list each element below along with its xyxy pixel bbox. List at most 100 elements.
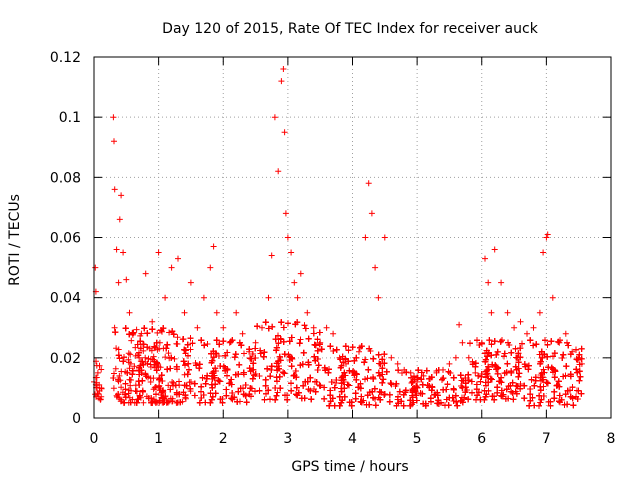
data-point [530, 342, 537, 349]
data-point [314, 336, 321, 343]
data-point [135, 352, 142, 359]
data-point [262, 376, 269, 383]
data-point [365, 180, 372, 187]
data-point [379, 365, 386, 372]
data-point [370, 375, 377, 382]
data-point [494, 384, 501, 391]
data-point [562, 391, 569, 398]
data-point [527, 386, 534, 392]
data-point [481, 387, 488, 394]
data-point [210, 354, 217, 361]
data-point [174, 341, 181, 347]
data-point [446, 360, 453, 367]
data-point [154, 329, 161, 336]
data-point [317, 383, 324, 389]
data-point [465, 354, 472, 361]
data-point [216, 341, 223, 348]
data-point [494, 348, 501, 355]
data-point [550, 353, 556, 360]
data-point [156, 376, 163, 383]
data-point [302, 325, 309, 332]
data-point [121, 354, 127, 361]
data-point [372, 402, 379, 409]
data-point [232, 351, 239, 358]
data-point [346, 399, 353, 406]
data-point [111, 370, 117, 377]
data-point [272, 385, 279, 391]
data-point [235, 388, 242, 395]
data-point [157, 376, 163, 383]
data-point [467, 340, 473, 347]
data-point [115, 376, 122, 383]
data-point [274, 378, 280, 385]
data-point [307, 374, 314, 381]
data-point [216, 353, 222, 359]
data-point [338, 399, 345, 406]
data-point [475, 389, 482, 396]
data-point [305, 335, 312, 342]
data-point [224, 372, 230, 379]
data-point [493, 366, 500, 373]
data-point [548, 338, 555, 345]
data-point [261, 396, 268, 403]
data-point [564, 339, 570, 346]
data-point [415, 367, 422, 374]
x-tick-label: 1 [154, 431, 163, 447]
data-point [189, 340, 196, 347]
y-axis-title: ROTI / TECUs [7, 194, 23, 286]
data-point [169, 328, 176, 335]
data-point [457, 397, 464, 404]
data-point [229, 390, 236, 396]
data-point [268, 252, 275, 259]
y-tick-label: 0.1 [59, 110, 81, 126]
data-point [327, 343, 334, 350]
data-point [175, 255, 181, 262]
data-point [387, 380, 394, 387]
data-point [132, 344, 139, 351]
data-point [111, 138, 117, 145]
x-tick-label: 7 [542, 431, 551, 447]
data-point [165, 350, 172, 357]
data-point [556, 339, 563, 346]
data-point [116, 216, 123, 223]
data-point [326, 402, 333, 409]
data-point [122, 380, 129, 387]
data-point [486, 337, 493, 344]
data-point [139, 358, 146, 365]
data-point [133, 399, 140, 406]
data-point [292, 321, 299, 328]
data-point [537, 358, 544, 365]
data-point [297, 270, 304, 277]
data-point [219, 396, 226, 402]
data-point [552, 367, 558, 374]
data-point [341, 393, 348, 400]
x-tick-label: 8 [607, 431, 616, 447]
data-point [158, 372, 165, 379]
data-point [149, 318, 156, 325]
data-point [200, 392, 207, 398]
data-point [407, 402, 414, 409]
data-point [284, 234, 291, 241]
data-point [151, 343, 158, 350]
data-point [514, 354, 521, 361]
data-point [124, 369, 131, 376]
data-point [494, 370, 501, 377]
data-point [210, 243, 217, 250]
data-point [551, 350, 558, 357]
data-point [527, 391, 534, 398]
data-point [136, 382, 143, 388]
data-point [248, 355, 255, 362]
data-point [494, 389, 501, 396]
data-point [239, 330, 246, 337]
data-point [126, 359, 132, 366]
data-point [153, 391, 159, 398]
data-point [393, 402, 400, 409]
data-point [381, 234, 388, 241]
data-point [187, 279, 194, 286]
data-point [366, 389, 373, 396]
data-point [515, 373, 522, 380]
data-point [301, 395, 308, 402]
data-point [396, 388, 403, 395]
data-point [173, 363, 180, 370]
data-point [169, 398, 176, 405]
